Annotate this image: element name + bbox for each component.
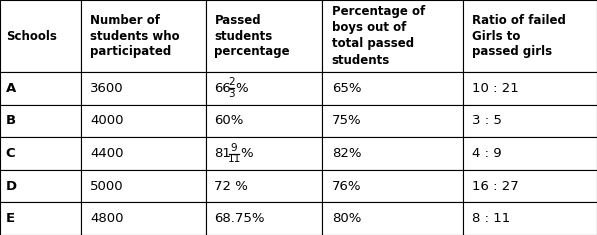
Text: 3600: 3600 bbox=[90, 82, 124, 95]
Text: 8 : 11: 8 : 11 bbox=[472, 212, 510, 225]
Text: Number of
students who
participated: Number of students who participated bbox=[90, 13, 180, 59]
Text: 5000: 5000 bbox=[90, 180, 124, 193]
Bar bbox=[322, 0, 463, 72]
Bar bbox=[322, 137, 463, 170]
Text: 65%: 65% bbox=[332, 82, 361, 95]
Bar bbox=[463, 105, 597, 137]
Text: 68.75%: 68.75% bbox=[214, 212, 265, 225]
Text: 11: 11 bbox=[227, 154, 241, 164]
Text: Percentage of
boys out of
total passed
students: Percentage of boys out of total passed s… bbox=[332, 5, 425, 67]
Bar bbox=[207, 170, 322, 202]
Bar bbox=[322, 105, 463, 137]
Text: 3 : 5: 3 : 5 bbox=[472, 114, 502, 127]
Bar bbox=[0, 170, 81, 202]
Text: 75%: 75% bbox=[332, 114, 361, 127]
Text: E: E bbox=[6, 212, 15, 225]
Text: 4 : 9: 4 : 9 bbox=[472, 147, 501, 160]
Bar bbox=[81, 0, 207, 72]
Text: B: B bbox=[6, 114, 16, 127]
Bar bbox=[322, 72, 463, 105]
Text: %: % bbox=[235, 82, 248, 95]
Text: Ratio of failed
Girls to
passed girls: Ratio of failed Girls to passed girls bbox=[472, 13, 566, 59]
Bar bbox=[207, 202, 322, 235]
Bar bbox=[81, 72, 207, 105]
Bar bbox=[0, 105, 81, 137]
Bar bbox=[463, 202, 597, 235]
Text: 16 : 27: 16 : 27 bbox=[472, 180, 519, 193]
Text: 4400: 4400 bbox=[90, 147, 124, 160]
Bar bbox=[207, 0, 322, 72]
Text: 80%: 80% bbox=[332, 212, 361, 225]
Bar bbox=[463, 170, 597, 202]
Text: D: D bbox=[6, 180, 17, 193]
Bar bbox=[0, 202, 81, 235]
Bar bbox=[81, 202, 207, 235]
Text: 82%: 82% bbox=[332, 147, 361, 160]
Text: 60%: 60% bbox=[214, 114, 244, 127]
Bar bbox=[0, 0, 81, 72]
Text: Passed
students
percentage: Passed students percentage bbox=[214, 13, 290, 59]
Bar bbox=[81, 170, 207, 202]
Bar bbox=[81, 105, 207, 137]
Bar bbox=[463, 0, 597, 72]
Text: %: % bbox=[240, 147, 253, 160]
Text: 4800: 4800 bbox=[90, 212, 124, 225]
Bar bbox=[322, 170, 463, 202]
Text: 81: 81 bbox=[214, 147, 231, 160]
Text: 4000: 4000 bbox=[90, 114, 124, 127]
Text: Schools: Schools bbox=[6, 30, 57, 43]
Bar bbox=[207, 137, 322, 170]
Text: 66: 66 bbox=[214, 82, 231, 95]
Text: 3: 3 bbox=[229, 89, 235, 99]
Bar bbox=[207, 72, 322, 105]
Text: 72 %: 72 % bbox=[214, 180, 248, 193]
Bar bbox=[0, 72, 81, 105]
Bar bbox=[0, 137, 81, 170]
Text: 10 : 21: 10 : 21 bbox=[472, 82, 519, 95]
Text: C: C bbox=[6, 147, 16, 160]
Bar bbox=[322, 202, 463, 235]
Bar bbox=[81, 137, 207, 170]
Bar bbox=[463, 137, 597, 170]
Text: A: A bbox=[6, 82, 16, 95]
Text: 2: 2 bbox=[229, 77, 235, 87]
Text: 9: 9 bbox=[230, 143, 237, 153]
Text: 76%: 76% bbox=[332, 180, 361, 193]
Bar bbox=[463, 72, 597, 105]
Bar bbox=[207, 105, 322, 137]
